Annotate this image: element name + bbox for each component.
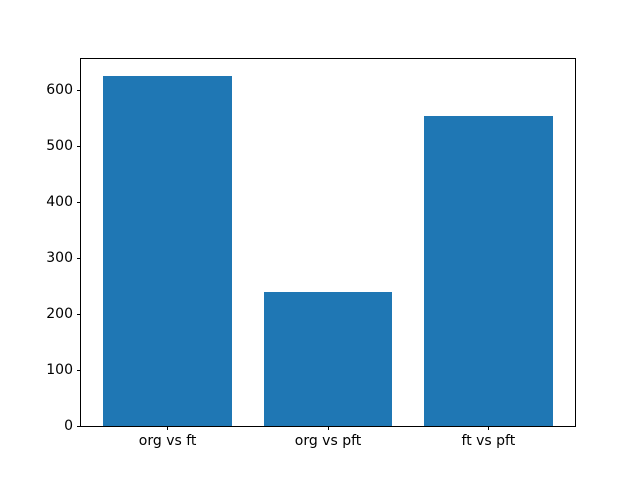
bar-ft-vs-pft: [424, 115, 553, 426]
y-axis-tick-label: 200: [46, 306, 73, 323]
y-axis-tick: [77, 89, 81, 91]
y-axis-tick-label: 600: [46, 82, 73, 99]
y-axis-tick: [77, 369, 81, 371]
y-axis-tick-label: 100: [46, 362, 73, 379]
x-axis-category-label: org vs pft: [294, 433, 362, 449]
y-axis-tick: [77, 313, 81, 315]
y-axis-tick: [77, 201, 81, 203]
plot-area: 0 100 200 300 400 500 600 org vs ft org vs pft ft…: [46, 58, 576, 448]
x-axis-tick: [327, 426, 329, 430]
x-axis-tick: [487, 426, 489, 430]
y-axis-tick-label: 0: [64, 418, 73, 434]
y-axis-tick-label: 500: [46, 138, 73, 155]
y-axis-tick: [77, 425, 81, 427]
y-axis-tick: [77, 257, 81, 259]
x-axis-category-label: org vs ft: [138, 433, 197, 449]
x-axis-category-label: ft vs pft: [461, 433, 516, 449]
bar-org-vs-pft: [263, 291, 393, 426]
y-axis-tick-label: 300: [46, 250, 73, 267]
x-axis-tick: [167, 426, 169, 430]
bar-org-vs-ft: [103, 76, 232, 426]
y-axis-tick: [77, 145, 81, 147]
y-axis-tick-label: 400: [46, 194, 73, 211]
